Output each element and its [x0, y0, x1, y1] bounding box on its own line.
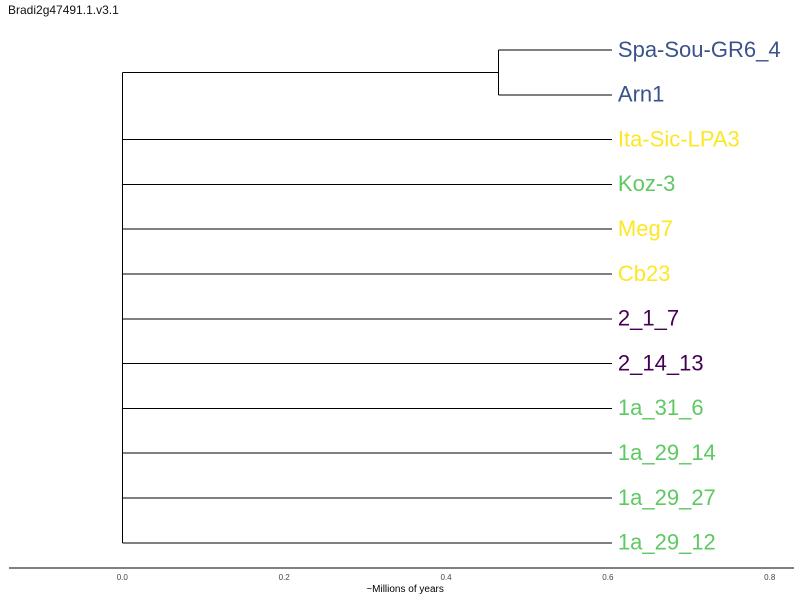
tip-label: 2_14_13 — [618, 350, 704, 375]
tip-label: 1a_31_6 — [618, 395, 704, 420]
tip-label: 1a_29_12 — [618, 530, 716, 555]
figure-title: Bradi2g47491.1.v3.1 — [8, 3, 119, 17]
x-axis-label: ~Millions of years — [366, 584, 444, 595]
x-tick-label: 0.8 — [764, 573, 776, 582]
tip-label: Koz-3 — [618, 171, 675, 196]
x-tick-label: 0.4 — [440, 573, 452, 582]
tip-label: 1a_29_14 — [618, 440, 716, 465]
tip-label: Spa-Sou-GR6_4 — [618, 37, 781, 62]
tip-label: 2_1_7 — [618, 306, 679, 331]
tip-label: 1a_29_27 — [618, 485, 716, 510]
x-tick-label: 0.2 — [279, 573, 291, 582]
x-tick-label: 0.6 — [602, 573, 614, 582]
tip-label: Meg7 — [618, 216, 673, 241]
x-tick-label: 0.0 — [117, 573, 129, 582]
tip-label: Arn1 — [618, 82, 664, 107]
tip-label: Ita-Sic-LPA3 — [618, 126, 740, 151]
tip-label: Cb23 — [618, 261, 671, 286]
